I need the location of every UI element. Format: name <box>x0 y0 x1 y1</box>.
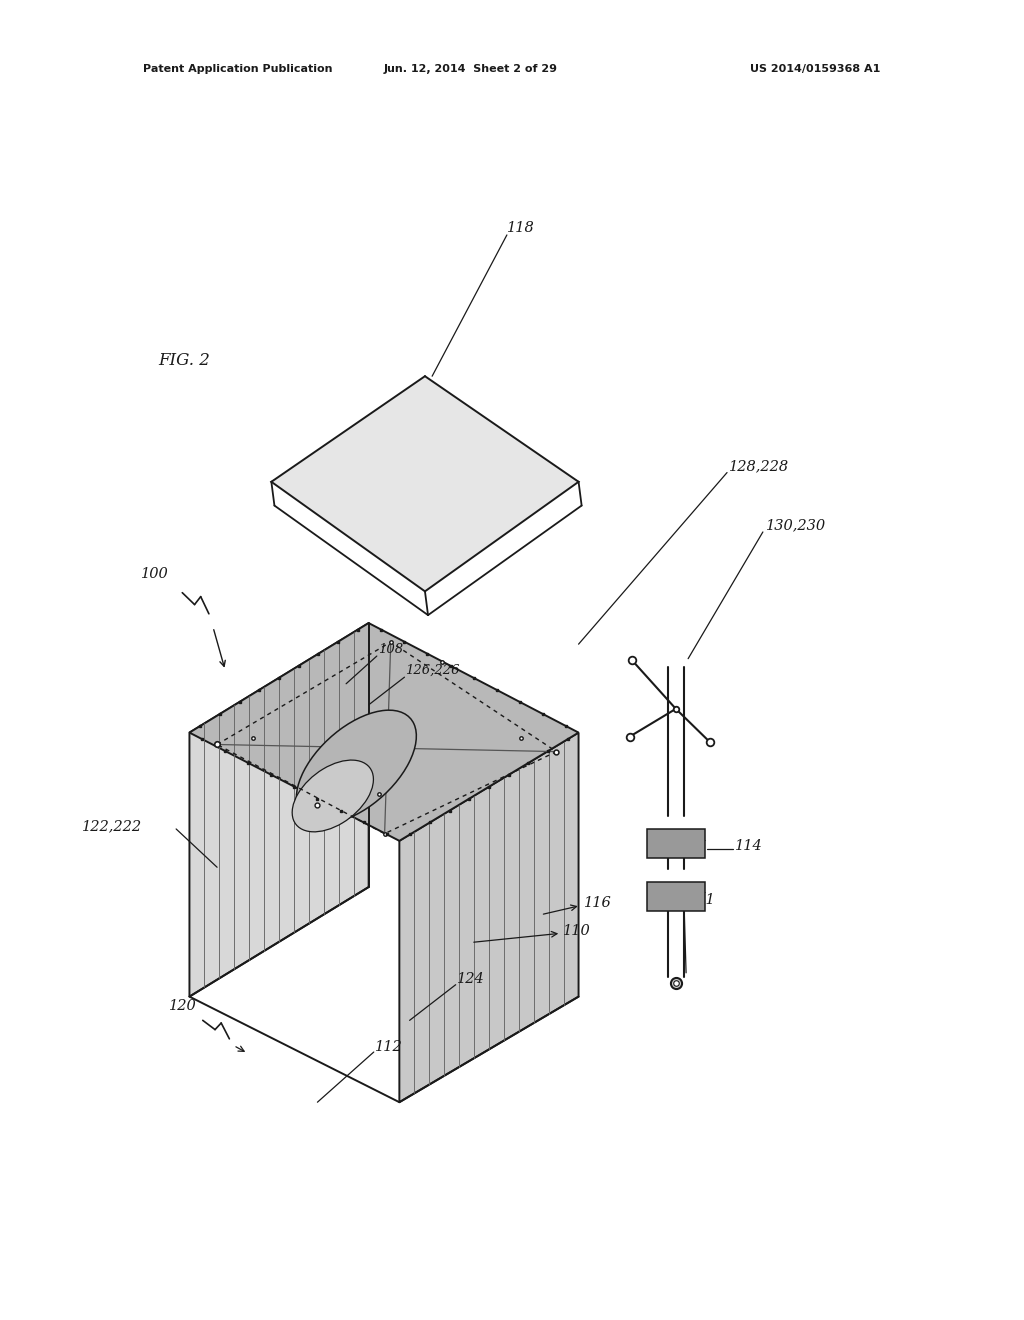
Text: FIG. 2: FIG. 2 <box>159 352 211 368</box>
Text: 128,228: 128,228 <box>729 459 790 473</box>
Polygon shape <box>399 733 579 1102</box>
Ellipse shape <box>296 710 417 824</box>
Text: 120: 120 <box>169 999 197 1012</box>
Text: Patent Application Publication: Patent Application Publication <box>143 63 333 74</box>
Text: 116: 116 <box>584 896 611 909</box>
Text: 130,230: 130,230 <box>766 519 826 532</box>
Text: 110: 110 <box>563 924 591 937</box>
Text: 114: 114 <box>735 840 763 853</box>
Polygon shape <box>271 376 579 591</box>
Text: 112: 112 <box>375 1040 402 1053</box>
Text: 122,222: 122,222 <box>82 820 142 833</box>
Text: 118: 118 <box>507 222 535 235</box>
Text: 124: 124 <box>457 973 484 986</box>
Ellipse shape <box>292 760 374 832</box>
Text: US 2014/0159368 A1: US 2014/0159368 A1 <box>751 63 881 74</box>
Text: Jun. 12, 2014  Sheet 2 of 29: Jun. 12, 2014 Sheet 2 of 29 <box>384 63 558 74</box>
Polygon shape <box>189 623 369 997</box>
Text: 108: 108 <box>378 643 403 656</box>
Bar <box>647 829 705 858</box>
Bar <box>647 882 705 911</box>
Text: 100: 100 <box>141 568 169 581</box>
Text: 126,226: 126,226 <box>406 664 460 677</box>
Polygon shape <box>189 623 579 841</box>
Text: 131: 131 <box>688 894 716 907</box>
